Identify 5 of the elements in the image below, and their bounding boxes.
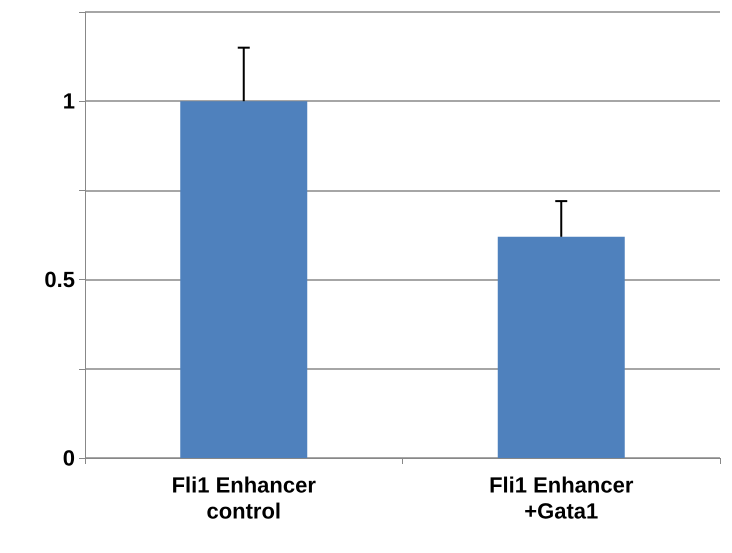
y-tick-label: 0.5 bbox=[44, 267, 75, 292]
x-tick-label: Fli1 Enhancer control bbox=[172, 472, 316, 524]
y-tick-label: 1 bbox=[62, 88, 75, 114]
y-tick-label: 0 bbox=[62, 446, 75, 470]
x-tick-label: Fli1 Enhancer +Gata1 bbox=[489, 472, 634, 524]
